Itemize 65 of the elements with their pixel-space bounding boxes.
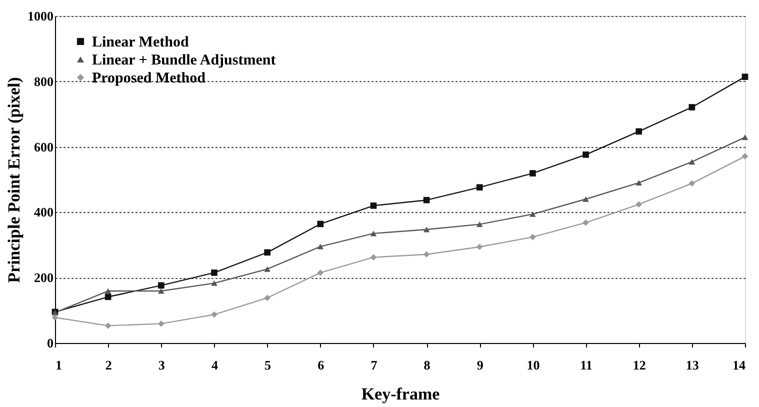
x-tick-label: 13	[686, 358, 700, 372]
x-tick-label: 9	[476, 358, 484, 372]
x-tick-label: 11	[580, 358, 592, 372]
point	[370, 202, 377, 209]
point	[530, 211, 536, 217]
x-tick-label: 8	[424, 358, 431, 372]
legend-label: Proposed Method	[92, 70, 206, 86]
point	[688, 180, 696, 187]
x-tick-label: 5	[264, 358, 272, 372]
point	[264, 266, 270, 272]
x-tick-label: 7	[370, 358, 378, 372]
point	[476, 244, 483, 250]
point	[688, 159, 696, 165]
point	[742, 74, 748, 80]
point	[211, 280, 218, 286]
y-tick-label: 0	[47, 336, 54, 350]
point	[582, 151, 589, 158]
point	[158, 288, 164, 294]
x-tick-label: 10	[526, 358, 540, 372]
y-tick-label: 800	[34, 74, 54, 89]
point	[688, 104, 696, 110]
point	[317, 270, 324, 276]
point	[211, 311, 218, 318]
point	[317, 244, 324, 250]
point	[423, 251, 430, 258]
point	[476, 222, 483, 228]
point	[636, 180, 642, 186]
y-axis-title: Principle Point Error (pixel)	[4, 77, 24, 283]
point	[636, 128, 642, 135]
point	[423, 196, 430, 204]
x-tick-label: 4	[211, 358, 218, 372]
point	[742, 134, 748, 140]
y-tick-label: 200	[34, 270, 54, 286]
y-tick-label: 1000	[28, 8, 54, 24]
point	[423, 226, 430, 232]
y-tick-label: 600	[34, 139, 54, 154]
point	[530, 234, 536, 240]
x-tick-label: 14	[732, 358, 746, 372]
x-tick-label: 3	[158, 358, 166, 372]
point	[742, 153, 748, 160]
x-tick-label: 6	[318, 358, 325, 372]
x-tick-label: 2	[105, 358, 112, 372]
point	[636, 201, 642, 208]
legend-label: Linear Method	[92, 34, 190, 50]
point	[158, 282, 164, 289]
point	[52, 314, 58, 321]
point	[211, 270, 218, 276]
x-axis-title: Key-frame	[361, 384, 440, 404]
point	[158, 320, 164, 327]
x-tick-label: 1	[56, 358, 62, 372]
point	[104, 322, 112, 329]
point	[582, 196, 589, 202]
point	[530, 170, 536, 176]
point	[264, 294, 270, 302]
point	[370, 230, 377, 236]
legend-label: Linear + Bundle Adjustment	[92, 52, 276, 68]
point	[582, 220, 589, 226]
point	[370, 254, 377, 260]
point	[104, 288, 112, 294]
point	[264, 249, 270, 256]
point	[317, 220, 324, 228]
point	[104, 294, 112, 300]
x-tick-label: 12	[632, 358, 646, 372]
point	[476, 184, 483, 191]
y-tick-label: 400	[34, 204, 54, 220]
